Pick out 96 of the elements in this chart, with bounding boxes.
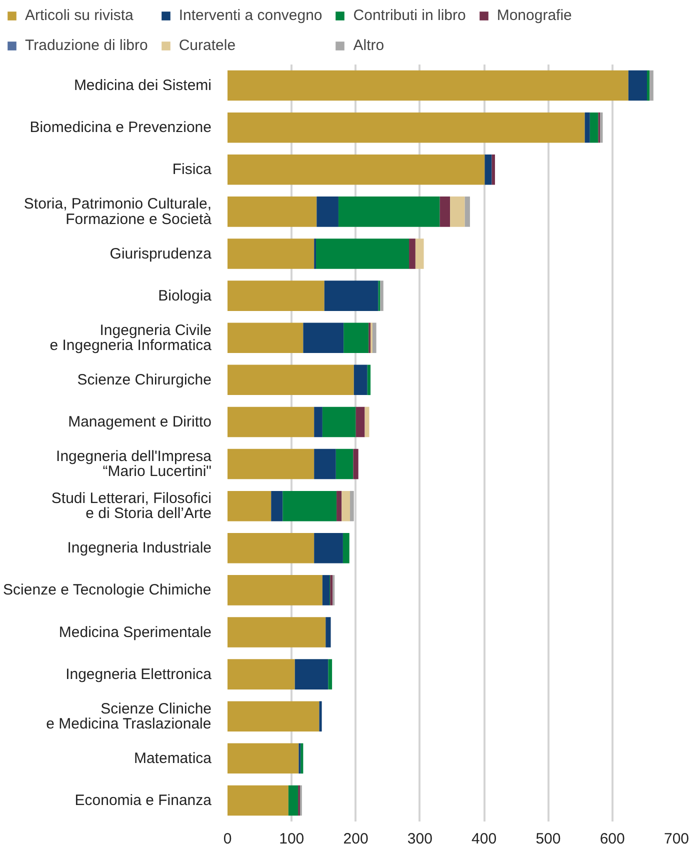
bar	[338, 196, 440, 227]
bar	[415, 238, 424, 269]
bar	[294, 659, 328, 690]
bar	[228, 448, 314, 480]
bar	[228, 280, 324, 311]
legend-label: Articoli su rivista	[25, 6, 134, 24]
bar	[336, 490, 342, 522]
x-tick-label: 100	[279, 830, 304, 848]
bar	[228, 490, 272, 522]
bar	[288, 785, 298, 816]
bar	[646, 70, 650, 101]
bar	[314, 448, 336, 480]
bar	[228, 743, 299, 774]
bar	[314, 406, 322, 438]
x-tick-label: 0	[223, 830, 232, 848]
y-tick-label: Fisica	[172, 161, 212, 178]
bar	[228, 785, 288, 816]
y-tick-label: Biologia	[158, 287, 212, 304]
bar	[492, 154, 495, 185]
bar	[303, 322, 344, 353]
bar	[336, 448, 354, 480]
y-tick-label: Ingegneria Civile e Ingegneria Informatica	[50, 322, 212, 354]
bar	[354, 364, 368, 396]
bar	[228, 701, 320, 732]
bar	[350, 490, 354, 522]
x-tick-label: 300	[407, 830, 432, 848]
bar	[228, 196, 317, 227]
bar	[322, 575, 330, 606]
bar	[584, 112, 590, 143]
bar	[450, 196, 465, 227]
bar	[228, 575, 322, 606]
bar	[364, 406, 370, 438]
y-tick-label: Matematica	[134, 750, 212, 767]
bar	[228, 533, 314, 564]
bar	[342, 533, 350, 564]
bar	[228, 112, 585, 143]
x-tick-label: 400	[472, 830, 497, 848]
y-tick-label: Studi Letterari, Filosofici e di Storia dell’Arte	[51, 490, 212, 522]
y-tick-label: Medicina dei Sistemi	[74, 77, 212, 94]
bar	[228, 154, 485, 185]
bar	[342, 490, 350, 522]
bar	[319, 701, 322, 732]
bar	[316, 196, 338, 227]
bar	[380, 280, 384, 311]
legend-label: Traduzione di libro	[25, 36, 148, 54]
bar	[356, 406, 365, 438]
bar	[228, 364, 354, 396]
y-tick-label: Ingegneria Industriale	[67, 540, 212, 557]
x-tick-label: 200	[343, 830, 368, 848]
y-tick-label: Storia, Patrimonio Culturale, Formazione e Società	[24, 196, 212, 228]
x-tick-label: 700	[664, 830, 690, 848]
bar	[440, 196, 450, 227]
bar	[330, 575, 333, 606]
bar	[228, 659, 295, 690]
y-tick-label: Scienze e Tecnologie Chimiche	[3, 582, 212, 599]
bar	[228, 322, 304, 353]
bar	[353, 448, 358, 480]
y-tick-label: Medicina Sperimentale	[58, 624, 212, 641]
bar	[326, 617, 331, 648]
y-tick-label: Scienze Cliniche e Medicina Traslazionale	[46, 700, 212, 732]
y-tick-label: Scienze Chirurgiche	[77, 371, 212, 388]
legend-label: Interventi a convegno	[178, 6, 322, 24]
bar	[409, 238, 416, 269]
legend-label: Altro	[353, 36, 384, 54]
bar	[314, 533, 343, 564]
bar	[228, 617, 326, 648]
bar	[650, 70, 654, 101]
bar	[328, 659, 332, 690]
bar	[271, 490, 283, 522]
bar	[590, 112, 598, 143]
bar	[344, 322, 369, 353]
bar	[464, 196, 470, 227]
y-tick-label: Ingegneria dell'Impresa “Mario Lucertini"	[56, 448, 212, 480]
bar	[228, 406, 314, 438]
y-tick-label: Economia e Finanza	[74, 792, 212, 809]
bar	[300, 743, 304, 774]
x-tick-label: 600	[600, 830, 625, 848]
bar	[628, 70, 647, 101]
y-tick-label: Ingegneria Elettronica	[66, 666, 212, 683]
bar	[367, 364, 371, 396]
bar	[316, 238, 410, 269]
bar	[600, 112, 603, 143]
x-tick-label: 500	[536, 830, 561, 848]
legend-label: Curatele	[178, 36, 236, 54]
legend-label: Contributi in libro	[353, 6, 466, 24]
bar	[324, 280, 378, 311]
bar	[372, 322, 376, 353]
bar	[228, 70, 628, 101]
y-tick-label: Biomedicina e Prevenzione	[30, 119, 212, 136]
y-tick-label: Giurisprudenza	[110, 245, 212, 262]
bar	[322, 406, 356, 438]
bar	[484, 154, 492, 185]
legend-label: Monografie	[496, 6, 572, 24]
bar	[228, 238, 314, 269]
y-tick-label: Management e Diritto	[68, 413, 212, 430]
bar	[282, 490, 337, 522]
